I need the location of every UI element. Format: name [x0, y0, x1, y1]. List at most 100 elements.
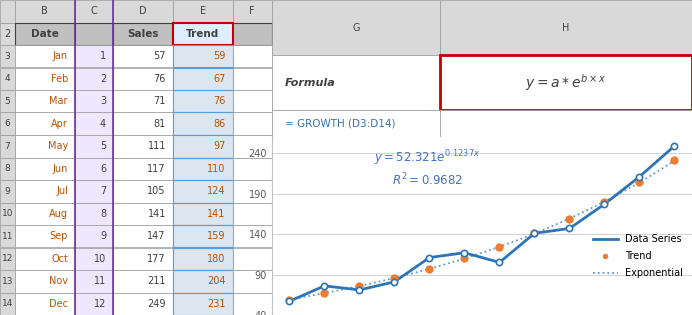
FancyBboxPatch shape	[0, 225, 15, 248]
FancyBboxPatch shape	[233, 45, 272, 67]
Text: 9: 9	[5, 187, 10, 196]
FancyBboxPatch shape	[113, 180, 173, 203]
Text: 124: 124	[207, 186, 226, 196]
FancyBboxPatch shape	[0, 270, 15, 293]
FancyBboxPatch shape	[233, 22, 272, 45]
FancyBboxPatch shape	[233, 135, 272, 158]
FancyBboxPatch shape	[15, 293, 75, 315]
FancyBboxPatch shape	[113, 270, 173, 293]
FancyBboxPatch shape	[75, 22, 113, 45]
FancyBboxPatch shape	[15, 203, 75, 225]
Text: 7: 7	[5, 142, 10, 151]
FancyBboxPatch shape	[75, 67, 113, 90]
Text: 105: 105	[147, 186, 166, 196]
Text: $R^2 = 0.9682$: $R^2 = 0.9682$	[392, 171, 463, 188]
FancyBboxPatch shape	[15, 22, 75, 45]
Text: Feb: Feb	[51, 74, 68, 84]
FancyBboxPatch shape	[113, 248, 173, 270]
FancyBboxPatch shape	[233, 158, 272, 180]
FancyBboxPatch shape	[0, 293, 15, 315]
Text: 76: 76	[213, 96, 226, 106]
Text: 249: 249	[147, 299, 166, 309]
FancyBboxPatch shape	[0, 0, 15, 22]
FancyBboxPatch shape	[233, 90, 272, 112]
Text: H: H	[563, 23, 570, 32]
Text: 5: 5	[5, 97, 10, 106]
Text: Jul: Jul	[56, 186, 68, 196]
FancyBboxPatch shape	[233, 225, 272, 248]
FancyBboxPatch shape	[233, 112, 272, 135]
Text: 4: 4	[100, 119, 106, 129]
Text: F: F	[249, 6, 255, 16]
FancyBboxPatch shape	[113, 45, 173, 67]
FancyBboxPatch shape	[15, 90, 75, 112]
FancyBboxPatch shape	[75, 90, 113, 112]
Text: C: C	[91, 6, 97, 16]
Text: 86: 86	[213, 119, 226, 129]
Text: 211: 211	[147, 276, 166, 286]
Text: 5: 5	[100, 141, 106, 151]
Text: Trend: Trend	[186, 29, 219, 39]
Text: 2: 2	[100, 74, 106, 84]
FancyBboxPatch shape	[0, 67, 15, 90]
Text: 10: 10	[94, 254, 106, 264]
Text: Sep: Sep	[50, 231, 68, 241]
FancyBboxPatch shape	[233, 248, 272, 270]
FancyBboxPatch shape	[233, 203, 272, 225]
Text: 6: 6	[5, 119, 10, 128]
FancyBboxPatch shape	[75, 180, 113, 203]
FancyBboxPatch shape	[173, 158, 233, 180]
FancyBboxPatch shape	[0, 112, 15, 135]
Text: 6: 6	[100, 164, 106, 174]
Text: 11: 11	[94, 276, 106, 286]
Text: 8: 8	[5, 164, 10, 173]
Text: Nov: Nov	[49, 276, 68, 286]
Text: Jan: Jan	[53, 51, 68, 61]
Text: 57: 57	[154, 51, 166, 61]
Text: May: May	[48, 141, 68, 151]
FancyBboxPatch shape	[233, 67, 272, 90]
FancyBboxPatch shape	[173, 45, 233, 67]
FancyBboxPatch shape	[113, 0, 173, 22]
FancyBboxPatch shape	[75, 0, 113, 22]
Text: $y = 52.321e^{0.1237x}$: $y = 52.321e^{0.1237x}$	[374, 149, 480, 168]
FancyBboxPatch shape	[173, 22, 233, 45]
FancyBboxPatch shape	[75, 270, 113, 293]
FancyBboxPatch shape	[0, 22, 15, 45]
FancyBboxPatch shape	[75, 293, 113, 315]
FancyBboxPatch shape	[75, 112, 113, 135]
Text: Apr: Apr	[51, 119, 68, 129]
Text: Jun: Jun	[53, 164, 68, 174]
Text: 111: 111	[147, 141, 166, 151]
FancyBboxPatch shape	[113, 112, 173, 135]
FancyBboxPatch shape	[173, 67, 233, 90]
FancyBboxPatch shape	[173, 248, 233, 270]
Text: = GROWTH (D3:D14): = GROWTH (D3:D14)	[284, 119, 395, 129]
Text: Date: Date	[31, 29, 59, 39]
FancyBboxPatch shape	[0, 158, 15, 180]
Text: 76: 76	[154, 74, 166, 84]
FancyBboxPatch shape	[15, 0, 75, 22]
FancyBboxPatch shape	[15, 112, 75, 135]
Text: 177: 177	[147, 254, 166, 264]
FancyBboxPatch shape	[113, 67, 173, 90]
Text: 204: 204	[207, 276, 226, 286]
FancyBboxPatch shape	[75, 135, 113, 158]
FancyBboxPatch shape	[15, 45, 75, 67]
Text: 2: 2	[4, 29, 10, 39]
FancyBboxPatch shape	[0, 203, 15, 225]
FancyBboxPatch shape	[113, 158, 173, 180]
Text: Dec: Dec	[49, 299, 68, 309]
FancyBboxPatch shape	[233, 270, 272, 293]
Text: E: E	[199, 6, 206, 16]
FancyBboxPatch shape	[233, 0, 272, 22]
FancyBboxPatch shape	[173, 293, 233, 315]
Text: 12: 12	[93, 299, 106, 309]
Text: 9: 9	[100, 231, 106, 241]
FancyBboxPatch shape	[0, 248, 15, 270]
Text: G: G	[352, 23, 360, 32]
FancyBboxPatch shape	[75, 248, 113, 270]
Text: 231: 231	[207, 299, 226, 309]
FancyBboxPatch shape	[113, 90, 173, 112]
FancyBboxPatch shape	[173, 0, 233, 22]
